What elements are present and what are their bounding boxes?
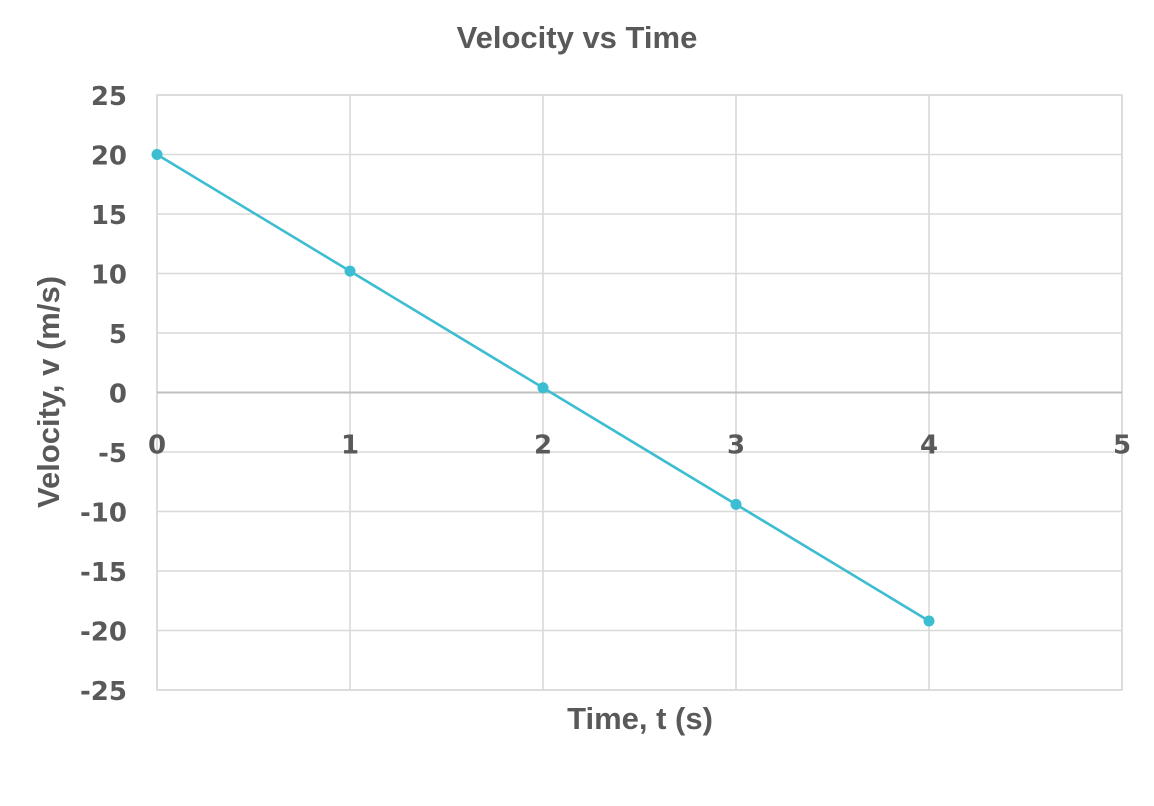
y-tick-label: 5: [109, 320, 127, 350]
y-tick-label: -15: [80, 558, 127, 588]
y-axis-tick-labels: 25 20 15 10 5 0 -5 -10 -15 -20 -25: [80, 82, 127, 707]
data-point: [151, 149, 163, 160]
x-tick-label: 5: [1113, 431, 1131, 461]
x-tick-label: 0: [148, 431, 166, 461]
y-tick-label: 20: [91, 142, 127, 172]
x-axis-title: Time, t (s): [567, 701, 713, 736]
series-velocity: [151, 149, 935, 627]
x-tick-label: 2: [534, 431, 552, 461]
x-tick-label: 4: [920, 431, 938, 461]
y-tick-label: -20: [80, 618, 127, 648]
y-tick-label: -10: [80, 499, 127, 529]
y-tick-label: 15: [91, 201, 127, 231]
data-point: [923, 615, 935, 627]
data-point: [344, 265, 356, 277]
y-axis-title: Velocity, v (m/s): [31, 276, 66, 508]
y-tick-label: 0: [109, 380, 127, 410]
chart-title: Velocity vs Time: [457, 20, 698, 55]
y-tick-label: -25: [80, 677, 127, 707]
x-axis-tick-labels: 0 1 2 3 4 5: [148, 431, 1131, 461]
x-tick-label: 3: [727, 431, 745, 461]
data-point: [537, 382, 549, 394]
x-tick-label: 1: [341, 431, 359, 461]
data-point: [730, 498, 742, 510]
y-tick-label: -5: [98, 439, 127, 469]
y-tick-label: 25: [91, 82, 127, 112]
y-tick-label: 10: [91, 261, 127, 291]
